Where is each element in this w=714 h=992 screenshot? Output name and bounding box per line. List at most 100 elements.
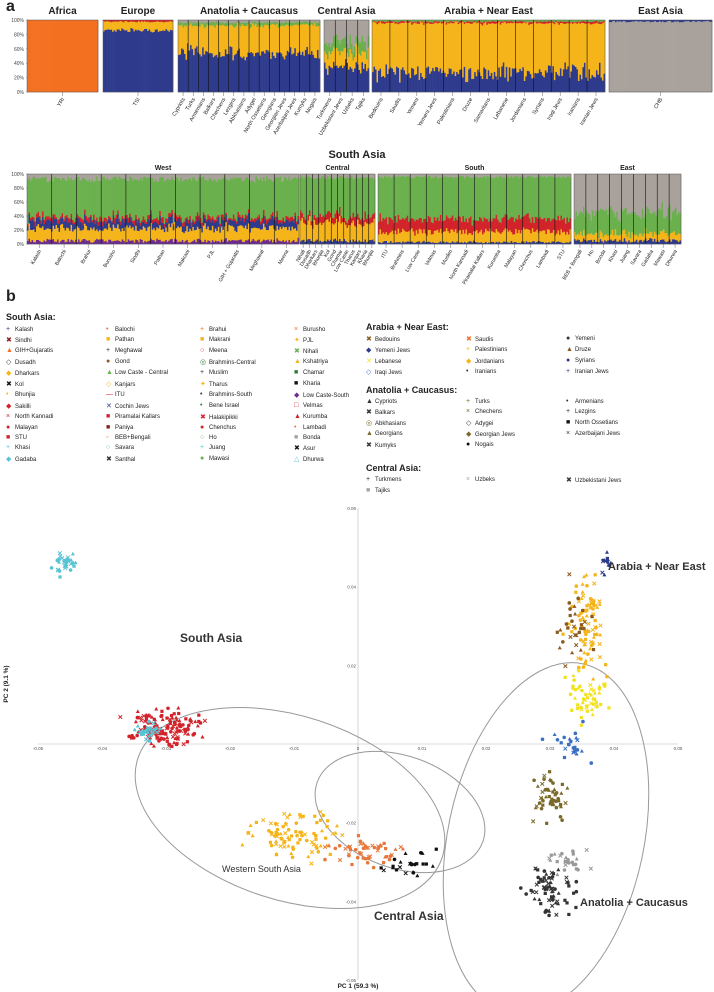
admixture-bar bbox=[114, 174, 116, 177]
admixture-bar bbox=[215, 24, 218, 55]
pca-point bbox=[549, 886, 555, 891]
admixture-bar bbox=[415, 229, 418, 243]
admixture-bar bbox=[39, 240, 41, 245]
admixture-bar bbox=[498, 67, 501, 93]
admixture-bar bbox=[231, 220, 234, 226]
admixture-bar bbox=[337, 39, 340, 52]
admixture-bar bbox=[433, 230, 436, 243]
admixture-bar bbox=[249, 220, 252, 222]
admixture-bar bbox=[385, 231, 388, 241]
admixture-bar bbox=[336, 34, 338, 48]
pca-point bbox=[274, 851, 279, 856]
admixture-bar bbox=[201, 177, 204, 223]
admixture-bar bbox=[73, 179, 76, 223]
pca-point bbox=[267, 828, 271, 833]
admixture-bar bbox=[253, 227, 256, 241]
admixture-bar bbox=[382, 232, 385, 242]
admixture-bar bbox=[500, 222, 502, 234]
admixture-bar bbox=[82, 177, 85, 220]
admixture-bar bbox=[87, 229, 89, 241]
admixture-bar bbox=[40, 241, 43, 245]
admixture-bar bbox=[124, 20, 127, 31]
legend-marker-icon: ✦ bbox=[294, 337, 300, 344]
admixture-bar bbox=[103, 217, 106, 222]
admixture-bar bbox=[247, 213, 250, 224]
pca-point bbox=[579, 596, 584, 600]
admixture-bar bbox=[482, 234, 484, 244]
legend-label: Abkhasians bbox=[375, 421, 407, 427]
panel-label-a: a bbox=[6, 0, 15, 15]
admixture-bar bbox=[409, 174, 412, 178]
pca-point bbox=[309, 839, 315, 845]
admixture-bar bbox=[40, 177, 43, 221]
admixture-bar bbox=[246, 215, 249, 220]
admixture-bar bbox=[523, 80, 526, 93]
admixture-bar bbox=[429, 23, 431, 74]
admixture-bar bbox=[500, 174, 502, 176]
admixture-bar bbox=[387, 174, 389, 178]
admixture-bar bbox=[370, 239, 373, 245]
admixture-bar bbox=[103, 176, 106, 218]
admixture-bar bbox=[693, 21, 696, 93]
ellipse-anatolia-caucasus bbox=[442, 662, 650, 992]
admixture-bar bbox=[60, 180, 62, 217]
admixture-bar bbox=[27, 223, 29, 227]
admixture-bar bbox=[279, 220, 282, 223]
admixture-bar bbox=[545, 221, 548, 235]
admixture-bar bbox=[63, 221, 65, 228]
legend-marker-icon: + bbox=[6, 326, 11, 333]
admixture-bar bbox=[156, 20, 159, 22]
admixture-bar bbox=[304, 176, 307, 220]
pca-point bbox=[583, 658, 588, 663]
admixture-bar bbox=[337, 213, 340, 222]
legend-item-abkhasians: ◎ Abkhasians bbox=[366, 419, 466, 427]
admixture-bar bbox=[426, 221, 429, 236]
legend-label: Jordanians bbox=[475, 359, 505, 365]
legend-marker-icon: ✖ bbox=[366, 336, 372, 343]
admixture-bar bbox=[256, 240, 259, 245]
admixture-bar bbox=[66, 227, 68, 242]
admixture-bar bbox=[408, 174, 410, 177]
admixture-bar bbox=[277, 23, 280, 28]
legend-label: Juang bbox=[209, 445, 226, 451]
admixture-bar bbox=[550, 21, 553, 73]
admixture-bar bbox=[325, 54, 328, 69]
admixture-bar bbox=[235, 240, 238, 245]
admixture-bar bbox=[295, 224, 298, 231]
admixture-bar bbox=[168, 179, 171, 213]
admixture-bar bbox=[579, 23, 582, 75]
admixture-bar bbox=[402, 228, 404, 242]
admixture-bar bbox=[582, 20, 585, 21]
admixture-bar bbox=[450, 217, 453, 230]
admixture-bar bbox=[393, 21, 395, 72]
admixture-bar bbox=[622, 174, 625, 212]
legend-marker-icon: ✖ bbox=[294, 348, 300, 355]
admixture-bar bbox=[511, 68, 514, 93]
admixture-bar bbox=[133, 31, 136, 93]
admixture-bar bbox=[521, 217, 524, 230]
admixture-bar bbox=[574, 66, 577, 93]
admixture-bar bbox=[285, 178, 288, 216]
admixture-bar bbox=[148, 226, 151, 241]
admixture-bar bbox=[617, 235, 620, 242]
admixture-bar bbox=[57, 174, 59, 179]
admixture-bar bbox=[244, 174, 247, 179]
admixture-bar bbox=[274, 221, 277, 231]
admixture-bar bbox=[580, 22, 583, 80]
admixture-bar bbox=[339, 20, 341, 44]
admixture-bar bbox=[61, 174, 64, 179]
legend-marker-icon: ✕ bbox=[366, 358, 372, 365]
admixture-bar bbox=[545, 177, 548, 222]
admixture-bar bbox=[427, 229, 430, 242]
admixture-bar bbox=[291, 178, 294, 217]
pca-point bbox=[593, 573, 597, 577]
admixture-bar bbox=[665, 21, 667, 93]
admixture-bar bbox=[28, 212, 31, 215]
legend-label: Bhunjia bbox=[15, 392, 36, 398]
pca-point bbox=[579, 657, 583, 661]
admixture-bar bbox=[497, 219, 499, 232]
admixture-bar bbox=[396, 241, 398, 245]
admixture-bar bbox=[366, 49, 368, 60]
admixture-bar bbox=[655, 233, 658, 242]
admixture-bar bbox=[307, 22, 310, 26]
